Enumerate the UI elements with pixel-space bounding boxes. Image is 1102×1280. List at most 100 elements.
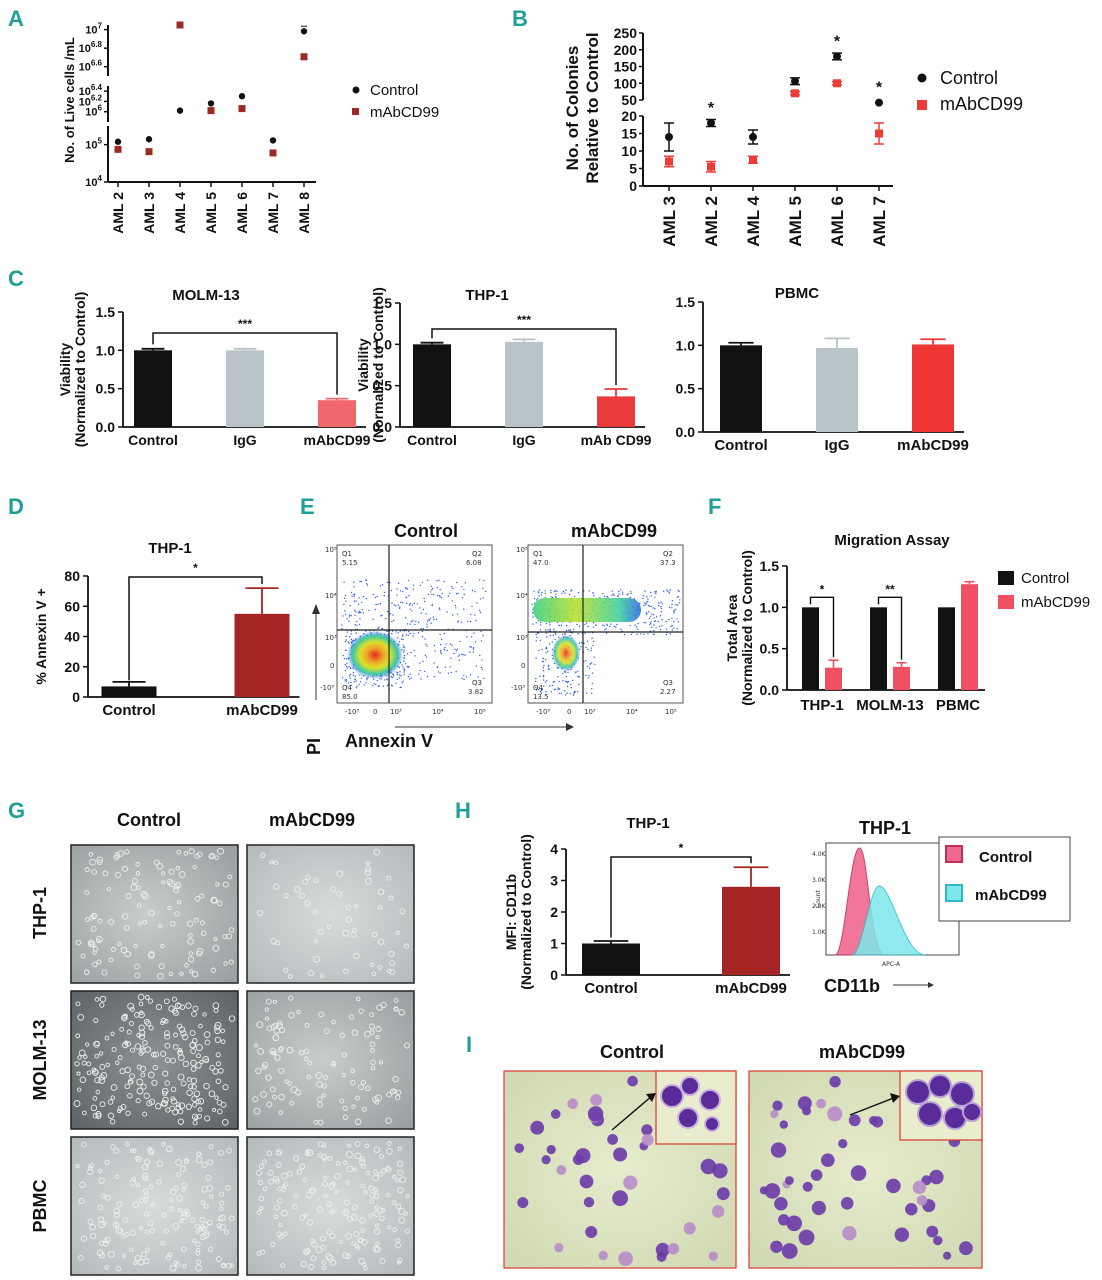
micrograph-cell <box>140 1072 146 1078</box>
micrograph-cell <box>175 881 182 889</box>
legend-mab-marker <box>352 108 359 115</box>
flow-dot <box>463 593 465 596</box>
flow-dot <box>436 666 438 669</box>
micrograph-cell <box>156 1160 164 1167</box>
flow-dot <box>542 660 544 663</box>
micrograph-cell <box>170 1057 176 1064</box>
micrograph-cell <box>350 1214 358 1221</box>
micrograph-cell <box>130 1047 136 1053</box>
flow-dot <box>397 604 399 606</box>
flow-dot <box>591 682 593 685</box>
flow-dot <box>471 589 474 592</box>
histo-legend-control: Control <box>979 849 1032 866</box>
micrograph-cell <box>117 1228 124 1235</box>
chart-b-xtick-label: AML 6 <box>828 196 847 247</box>
micrograph-cell <box>196 947 204 955</box>
smear-cell <box>869 1116 878 1125</box>
micrograph-cell <box>101 1193 106 1199</box>
flow-dot <box>660 606 662 608</box>
micrograph-cell <box>302 878 309 885</box>
flow-dot <box>425 643 427 645</box>
micrograph-cell <box>352 1204 358 1211</box>
micrograph-cell <box>88 852 94 857</box>
micrograph-cell <box>183 851 189 856</box>
smear-cell <box>607 1134 618 1145</box>
micrograph-cell <box>177 1108 184 1115</box>
flow-e-control-q1-name: Q1 <box>342 550 352 558</box>
histo-h-title: THP-1 <box>859 818 911 838</box>
flow-dot <box>347 641 350 643</box>
micrograph-cell <box>365 861 370 866</box>
micrograph-cell <box>87 1168 94 1176</box>
flow-dot <box>471 605 473 608</box>
micrograph-cell <box>303 1213 308 1218</box>
flow-dot <box>397 632 399 634</box>
smear-cell <box>623 1175 638 1190</box>
flow-dot <box>570 687 572 689</box>
smear-cell <box>585 1226 598 1238</box>
flow-dot <box>547 665 550 668</box>
chartD-title: THP-1 <box>148 540 191 557</box>
micrograph-cell <box>278 1234 284 1240</box>
flow-dot <box>671 624 673 627</box>
micrograph-cell <box>119 1026 125 1032</box>
micrograph-cell <box>219 1206 224 1212</box>
micrograph-cell <box>142 1111 148 1117</box>
micrograph-cell <box>139 1047 146 1054</box>
flow-dot <box>658 625 660 627</box>
micrograph-cell <box>138 1011 145 1019</box>
flow-dot <box>469 645 471 648</box>
micrograph-cell <box>121 1014 128 1022</box>
micrograph-cell <box>203 1031 211 1038</box>
micrograph-cell <box>215 1052 221 1058</box>
flow-dot <box>341 677 344 679</box>
micrograph-cell <box>121 1253 127 1259</box>
flow-dot <box>406 588 408 590</box>
micrograph-cell <box>138 1001 144 1007</box>
flow-dot <box>554 632 556 634</box>
chart-a-xtick-label: AML 2 <box>110 192 126 234</box>
micrograph-cell <box>389 969 396 976</box>
chart-a-ytick-label: 106.6 <box>79 59 103 74</box>
micrograph-cell <box>99 1101 106 1108</box>
flow-dot <box>401 664 403 666</box>
flow-dot <box>446 611 448 613</box>
micrograph-cell <box>78 1049 86 1057</box>
micrograph-cell <box>373 848 381 856</box>
micrograph-cell <box>204 1230 210 1236</box>
flow-dot <box>650 591 652 594</box>
flow-dot <box>413 602 415 605</box>
micrograph-cell <box>196 1151 202 1157</box>
flow-dot <box>450 671 452 674</box>
micrograph-cell <box>176 1171 182 1177</box>
flow-dot <box>577 591 580 594</box>
micrograph-cell <box>125 1141 130 1147</box>
flow-dot <box>552 634 554 636</box>
flow-e-mab-ytick-neg: -10³ <box>511 684 525 692</box>
flow-dot <box>383 594 385 597</box>
flow-dot <box>577 670 579 672</box>
flow-dot <box>411 610 413 612</box>
micrograph-cell <box>350 1068 355 1074</box>
micrograph-cell <box>144 1159 151 1166</box>
flow-dot <box>348 642 350 644</box>
micrograph-cell <box>169 1264 177 1272</box>
chart-b-ytick-label: 0 <box>629 178 637 194</box>
micrograph-cell <box>128 1247 134 1252</box>
flow-dot <box>419 584 422 586</box>
micrograph-cell <box>127 1002 135 1010</box>
flow-dot <box>402 638 404 641</box>
flow-dot <box>546 636 548 638</box>
chart-f-bar-control <box>802 607 819 690</box>
micrograph-cell <box>316 1096 323 1103</box>
flow-dot <box>374 608 377 611</box>
flow-dot <box>453 652 455 655</box>
flow-dot <box>543 685 545 687</box>
micrograph-cell <box>388 895 394 901</box>
chart-f-bar-control <box>870 607 887 690</box>
chartD-ytick-label: 20 <box>64 659 80 675</box>
micrograph-cell <box>102 1220 107 1226</box>
flow-dot <box>649 605 651 607</box>
chartD-sig-bracket <box>128 576 263 681</box>
